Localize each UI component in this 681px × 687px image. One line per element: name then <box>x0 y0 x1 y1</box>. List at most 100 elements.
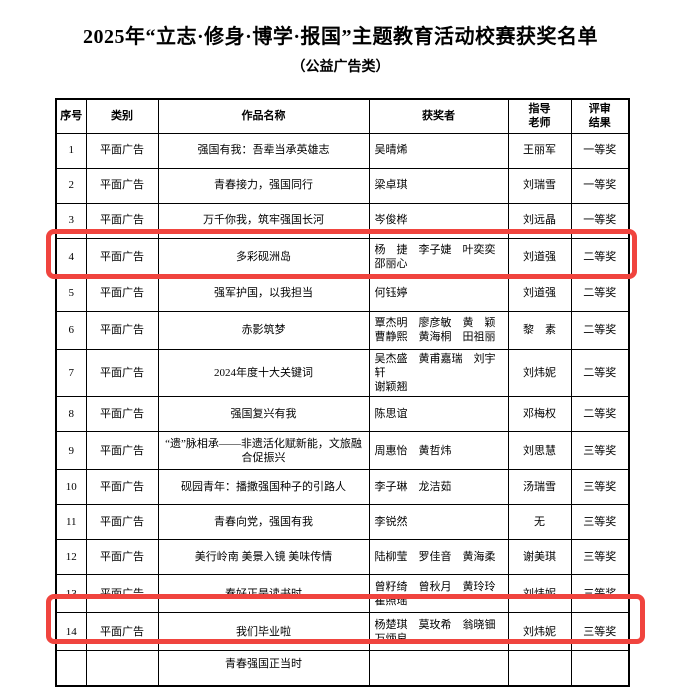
cell-winners: 陆柳莹 罗佳音 黄海柔 <box>368 539 509 576</box>
winner-line: 曹静熙 黄海桐 田祖丽 <box>374 331 496 344</box>
winner-line: 何钰婷 <box>374 287 408 300</box>
cell-work-title: 美行岭南 美景入镜 美味传情 <box>157 539 370 576</box>
header-col-winners: 获奖者 <box>368 98 509 134</box>
cell-result: 三等奖 <box>570 504 630 541</box>
cell-advisor: 王丽军 <box>507 132 572 169</box>
table-row-12: 12 平面广告 美行岭南 美景入镜 美味传情 陆柳莹 罗佳音 黄海柔 谢美琪 三等奖 <box>55 539 630 576</box>
cell-category: 平面广告 <box>85 237 159 277</box>
cell-category: 平面广告 <box>85 612 159 652</box>
cell-work-title: 多彩砚洲岛 <box>157 237 370 277</box>
cell-no: 12 <box>55 539 87 576</box>
cell-category: 平面广告 <box>85 469 159 506</box>
winner-line: 岑俊桦 <box>374 214 408 227</box>
cell-winners: 杨楚琪 莫玫希 翁晓钿 万炳良 <box>368 612 509 652</box>
cell-result: 二等奖 <box>570 275 630 312</box>
winner-line: 周惠怡 黄哲炜 <box>374 444 452 457</box>
winner-line: 梁卓琪 <box>374 179 408 192</box>
cell-no: 9 <box>55 431 87 471</box>
cell-result: 三等奖 <box>570 469 630 506</box>
winner-line: 瞿照瑶 <box>374 594 408 607</box>
header-col-result: 评审 结果 <box>570 98 630 134</box>
table-row-5: 5 平面广告 强军护国，以我担当 何钰婷 刘道强 二等奖 <box>55 275 630 312</box>
cell-work-title: 砚园青年：播撒强国种子的引路人 <box>157 469 370 506</box>
cell-category: 平面广告 <box>85 539 159 576</box>
cell-no: 1 <box>55 132 87 169</box>
winner-line: 杨 捷 李子婕 叶奕奕 <box>374 243 496 256</box>
cell-winners: 吴杰盛 黄甫嘉瑞 刘宇轩 谢颖翘 <box>368 348 509 398</box>
cell-work-title: “遗”脉相承——非遗活化赋新能，文旅融合促振兴 <box>157 431 370 471</box>
table-row-partial: 青春强国正当时 <box>55 650 630 687</box>
cell-advisor: 黎 素 <box>507 310 572 350</box>
table-row-1: 1 平面广告 强国有我：吾辈当承英雄志 吴晴烯 王丽军 一等奖 <box>55 132 630 169</box>
cell-advisor: 刘炜妮 <box>507 348 572 398</box>
cell-no: 7 <box>55 348 87 398</box>
cell-advisor: 刘远晶 <box>507 202 572 239</box>
winner-line: 李锐然 <box>374 516 408 529</box>
cell-advisor: 刘瑞雪 <box>507 167 572 204</box>
table-row-6: 6 平面广告 赤影筑梦 覃杰明 廖彦敏 黄 颖曹静熙 黄海桐 田祖丽黎 素二等奖 <box>55 310 630 350</box>
cell-result: 二等奖 <box>570 348 630 398</box>
table-header-row: 序号 类别 作品名称 获奖者 指导 老师 评审 结果 <box>55 98 630 134</box>
table-row-11: 11 平面广告 青春向党，强国有我 李锐然 无三等奖 <box>55 504 630 541</box>
table-row-7: 7 平面广告 2024年度十大关键词 吴杰盛 黄甫嘉瑞 刘宇轩 谢颖翘 刘炜妮 二等奖 <box>55 348 630 398</box>
cell-category: 平面广告 <box>85 348 159 398</box>
cell-winners: 何钰婷 <box>368 275 509 312</box>
cell-result: 二等奖 <box>570 237 630 277</box>
winner-line: 李子琳 龙洁茹 <box>374 481 452 494</box>
table-row-2: 2 平面广告 青春接力，强国同行 梁卓琪 刘瑞雪 一等奖 <box>55 167 630 204</box>
table-row-4-highlighted: 4 平面广告 多彩砚洲岛杨 捷 李子婕 叶奕奕 邵丽心 刘道强 二等奖 <box>55 237 630 277</box>
cell-result: 二等奖 <box>570 310 630 350</box>
header-col-work-title: 作品名称 <box>157 98 370 134</box>
cell-category: 平面广告 <box>85 167 159 204</box>
cell-no: 6 <box>55 310 87 350</box>
header-col-category: 类别 <box>85 98 159 134</box>
cell-work-title: 赤影筑梦 <box>157 310 370 350</box>
header-col-no: 序号 <box>55 98 87 134</box>
winner-line: 杨楚琪 莫玫希 翁晓钿 <box>374 618 496 631</box>
cell-result: 一等奖 <box>570 167 630 204</box>
cell-category: 平面广告 <box>85 574 159 614</box>
cell-winners: 岑俊桦 <box>368 202 509 239</box>
winner-line: 邵丽心 <box>374 258 408 271</box>
table-row-10: 10 平面广告 砚园青年：播撒强国种子的引路人 李子琳 龙洁茹 汤瑞雪 三等奖 <box>55 469 630 506</box>
cell-work-title: 强军护国，以我担当 <box>157 275 370 312</box>
cell-result: 三等奖 <box>570 539 630 576</box>
cell-category: 平面广告 <box>85 431 159 471</box>
cell-no: 5 <box>55 275 87 312</box>
page-title: 2025年“立志·修身·博学·报国”主题教育活动校赛获奖名单 <box>82 26 598 48</box>
cell-advisor: 刘思慧 <box>507 431 572 471</box>
winner-line: 万炳良 <box>374 632 408 645</box>
awards-table: 序号 类别 作品名称 获奖者 指导 老师 评审 结果 1 平面广告 强国有我：吾辈当承英雄志吴… <box>55 98 630 687</box>
cell-no: 13 <box>55 574 87 614</box>
cell-advisor: 谢美琪 <box>507 539 572 576</box>
cell-work-title: 春好正是读书时 <box>157 574 370 614</box>
table-row-13: 13 平面广告 春好正是读书时 曾籽绮 曾秋月 黄玲玲 瞿照瑶 刘炜妮 三等奖 <box>55 574 630 614</box>
table-row-3: 3 平面广告 万千你我，筑牢强国长河 岑俊桦 刘远晶 一等奖 <box>55 202 630 239</box>
cell-no: 4 <box>55 237 87 277</box>
cell-work-title: 2024年度十大关键词 <box>157 348 370 398</box>
table-row-9: 9 平面广告 “遗”脉相承——非遗活化赋新能，文旅融合促振兴 周惠怡 黄哲炜 刘思慧 三等… <box>55 431 630 471</box>
cell-advisor: 刘道强 <box>507 275 572 312</box>
cell-advisor <box>507 650 572 687</box>
cell-winners: 陈思谊 <box>368 396 509 433</box>
cell-no: 8 <box>55 396 87 433</box>
winner-line: 陈思谊 <box>374 408 408 421</box>
cell-no: 11 <box>55 504 87 541</box>
cell-winners: 李锐然 <box>368 504 509 541</box>
cell-no: 2 <box>55 167 87 204</box>
cell-category: 平面广告 <box>85 504 159 541</box>
cell-result: 三等奖 <box>570 574 630 614</box>
winner-line: 覃杰明 廖彦敏 黄 颖 <box>374 316 496 329</box>
cell-advisor: 无 <box>507 504 572 541</box>
winner-line: 陆柳莹 罗佳音 黄海柔 <box>374 551 496 564</box>
cell-advisor: 邓梅权 <box>507 396 572 433</box>
winner-line: 曾籽绮 曾秋月 黄玲玲 <box>374 580 496 593</box>
cell-category <box>85 650 159 687</box>
cell-winners: 覃杰明 廖彦敏 黄 颖曹静熙 黄海桐 田祖丽 <box>368 310 509 350</box>
cell-result: 一等奖 <box>570 202 630 239</box>
cell-work-title: 强国复兴有我 <box>157 396 370 433</box>
cell-category: 平面广告 <box>85 275 159 312</box>
cell-winners <box>368 650 509 687</box>
page-subtitle: （公益广告类） <box>291 60 390 75</box>
cell-no: 3 <box>55 202 87 239</box>
